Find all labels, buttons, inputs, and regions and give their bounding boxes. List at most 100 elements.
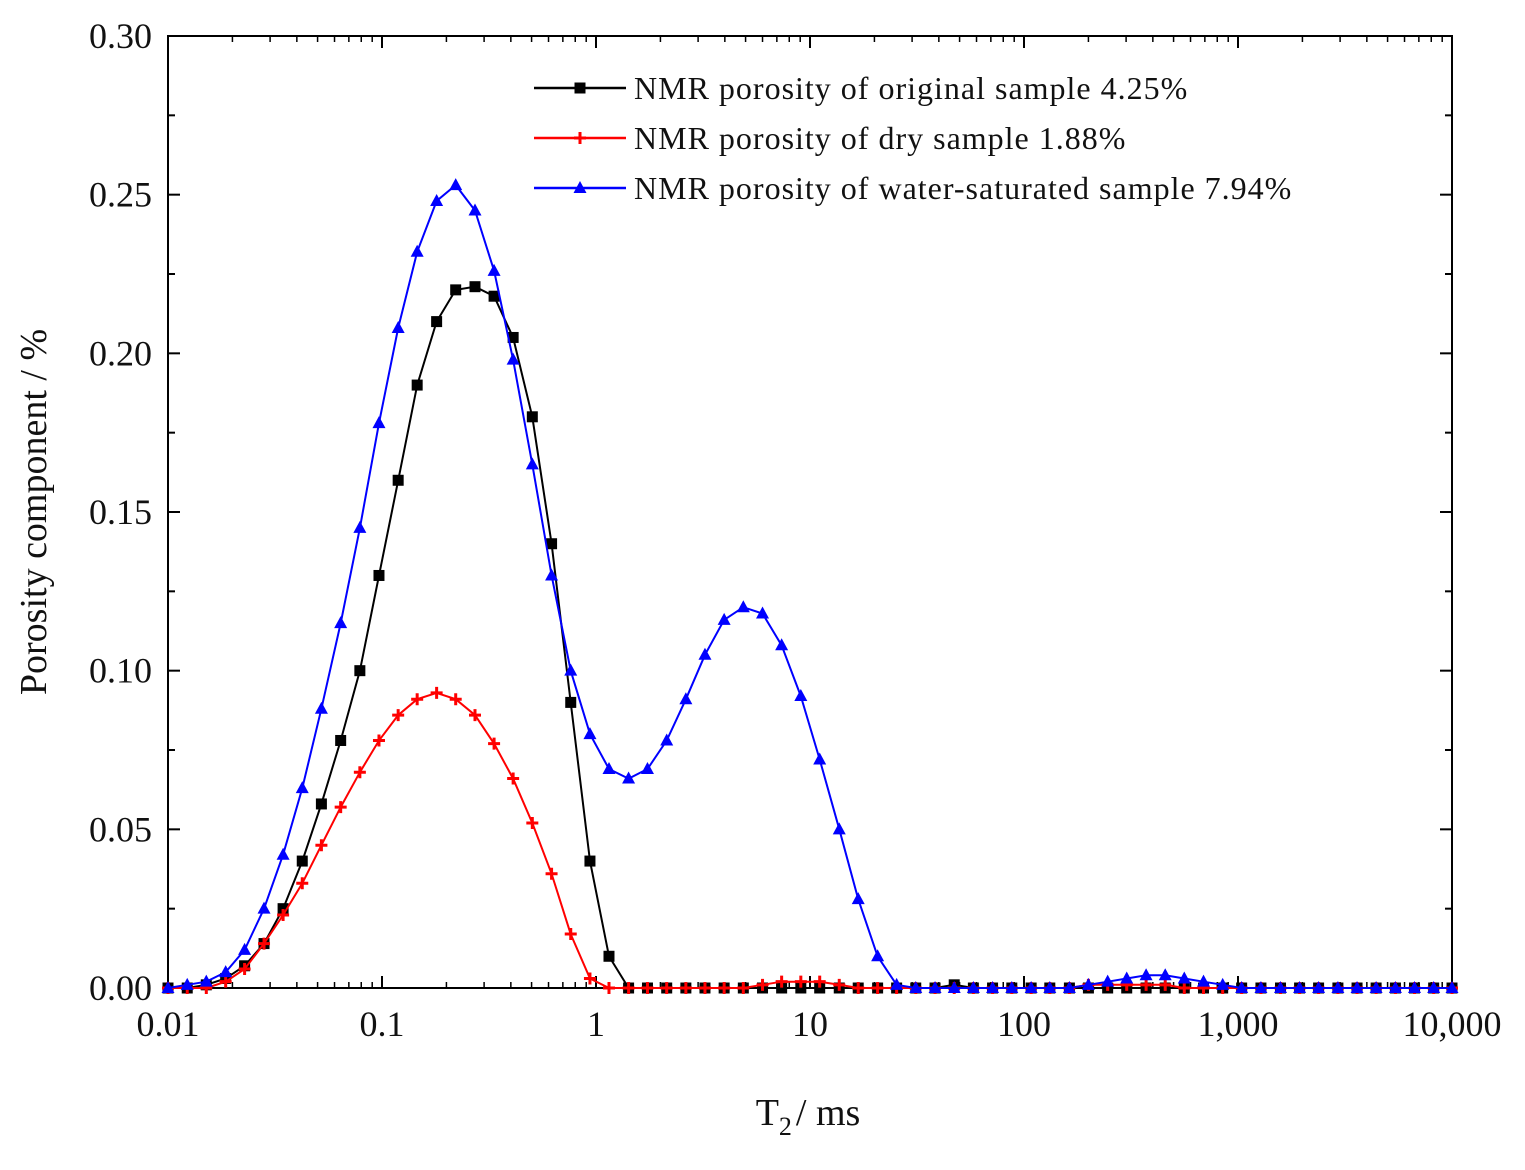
data-point — [1350, 981, 1364, 993]
data-point — [640, 762, 654, 775]
y-tick-label: 0.05 — [89, 809, 152, 849]
data-point — [622, 771, 636, 784]
data-point — [545, 867, 558, 880]
data-point — [1120, 971, 1134, 984]
data-point — [314, 701, 328, 714]
data-point — [660, 982, 673, 994]
data-point — [1101, 974, 1115, 987]
x-tick-label: 1 — [587, 1004, 605, 1044]
data-point — [372, 734, 385, 747]
data-point — [776, 982, 788, 994]
data-point — [1177, 971, 1191, 984]
data-point — [1235, 981, 1249, 993]
data-point — [718, 982, 731, 994]
data-point — [372, 416, 386, 429]
data-point — [238, 962, 251, 975]
data-point — [431, 316, 443, 328]
data-point — [219, 965, 233, 978]
data-point — [890, 977, 904, 990]
data-point — [1254, 981, 1268, 993]
data-point — [487, 263, 501, 276]
data-point — [161, 981, 175, 993]
data-point — [430, 686, 443, 699]
data-point — [277, 903, 289, 915]
data-point — [947, 981, 961, 993]
data-point — [1197, 974, 1211, 987]
data-point — [526, 411, 538, 423]
data-point — [1139, 968, 1153, 981]
data-point — [296, 855, 308, 867]
data-point — [622, 982, 635, 994]
data-point — [737, 982, 750, 994]
series-line — [167, 183, 1452, 989]
data-point — [814, 982, 826, 994]
data-point — [545, 568, 559, 581]
axis-ticks: 0.00 0.05 0.10 0.15 0.20 0.25 0.30 0.01 0.1 1 10 10… — [89, 16, 1502, 1044]
data-point — [795, 982, 807, 994]
data-point — [1369, 981, 1383, 993]
series-1 — [162, 281, 1458, 994]
data-point — [813, 975, 826, 988]
data-point — [373, 569, 385, 581]
legend-item-2: NMR porosity of dry sample 1.88% — [534, 120, 1125, 156]
y-tick-label: 0.20 — [89, 333, 152, 373]
data-point — [199, 974, 213, 987]
data-point — [488, 290, 500, 302]
data-point — [775, 975, 788, 988]
data-point — [334, 801, 347, 814]
legend: NMR porosity of original sample 4.25% NMR… — [534, 70, 1292, 206]
data-point — [602, 762, 616, 775]
x-tick-label: 0.01 — [137, 1004, 200, 1044]
data-point — [1043, 981, 1057, 993]
data-point — [1178, 982, 1191, 994]
x-axis-title-sub: 2 — [779, 1112, 792, 1141]
data-point — [219, 975, 232, 988]
y-axis-title: Porosity component / % — [13, 329, 55, 695]
data-point — [565, 696, 577, 708]
series-line — [168, 691, 1452, 989]
data-point — [449, 693, 462, 706]
data-point — [986, 981, 1000, 993]
data-point — [411, 693, 424, 706]
legend-item-1: NMR porosity of original sample 4.25% — [534, 70, 1188, 106]
x-axis-title-rest: / ms — [796, 1092, 860, 1134]
x-axis-title-main: T — [756, 1092, 779, 1134]
data-point — [1081, 977, 1095, 990]
x-tick-label: 100 — [997, 1004, 1051, 1044]
data-point — [1005, 981, 1019, 993]
y-tick-label: 0.00 — [89, 968, 152, 1008]
data-point — [525, 457, 539, 470]
data-point — [756, 606, 770, 619]
data-point — [1024, 981, 1038, 993]
data-point — [833, 978, 846, 991]
data-point — [392, 709, 405, 722]
series-layer — [161, 178, 1459, 994]
legend-item-3: NMR porosity of water-saturated sample 7… — [534, 170, 1292, 206]
data-point — [794, 975, 807, 988]
data-point — [507, 331, 519, 343]
legend-label: NMR porosity of water-saturated sample 7… — [634, 170, 1292, 206]
data-point — [546, 538, 558, 550]
series-3 — [161, 178, 1459, 993]
data-point — [679, 982, 692, 994]
legend-label: NMR porosity of original sample 4.25% — [634, 70, 1188, 106]
data-point — [717, 612, 731, 625]
data-point — [411, 379, 423, 391]
data-point — [966, 981, 980, 993]
data-point — [353, 520, 367, 533]
data-point — [1158, 968, 1172, 981]
data-point — [1427, 981, 1441, 993]
y-tick-label: 0.15 — [89, 492, 152, 532]
data-point — [736, 600, 750, 613]
data-point — [449, 178, 463, 191]
x-tick-label: 1,000 — [1198, 1004, 1279, 1044]
data-point — [698, 982, 711, 994]
data-point — [180, 977, 194, 990]
data-point — [353, 766, 366, 779]
data-point — [603, 950, 615, 962]
data-point — [1408, 981, 1422, 993]
data-point — [909, 981, 923, 993]
data-point — [1312, 981, 1326, 993]
data-point — [468, 709, 481, 722]
